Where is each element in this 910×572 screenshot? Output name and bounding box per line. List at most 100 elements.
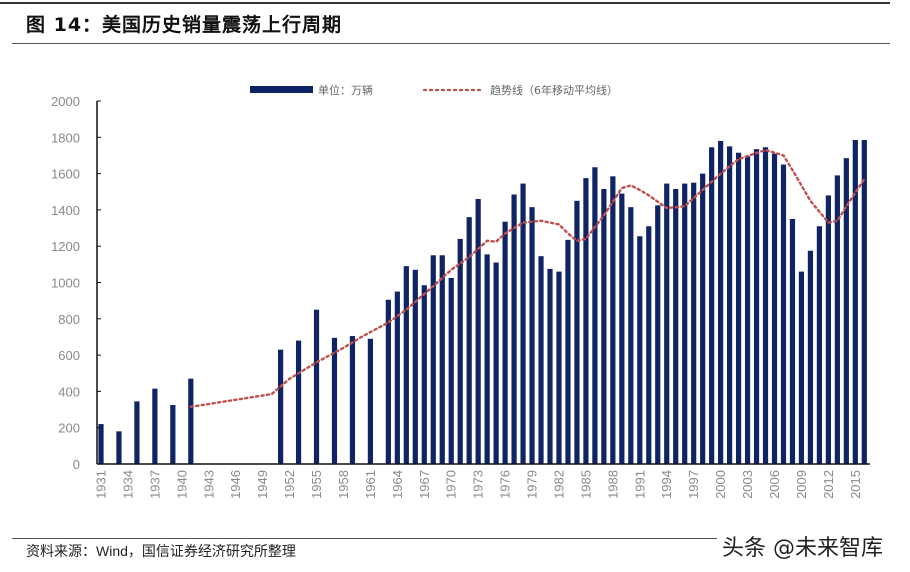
bar-1981 xyxy=(547,268,553,464)
bar-1987 xyxy=(601,189,607,464)
bar-2010 xyxy=(807,250,814,464)
x-tick-label: 1937 xyxy=(147,470,162,499)
y-tick-label: 1000 xyxy=(51,276,80,291)
bar-1991 xyxy=(637,236,643,464)
bar-1997 xyxy=(691,182,697,465)
bar-1980 xyxy=(538,256,544,464)
bar-2000 xyxy=(718,140,724,464)
bar-1931 xyxy=(98,424,104,464)
x-tick-label: 1952 xyxy=(282,470,297,499)
bar-1972 xyxy=(466,217,472,464)
bar-1977 xyxy=(511,194,517,464)
bar-1939 xyxy=(170,405,176,464)
bar-1984 xyxy=(574,200,580,464)
bar-1971 xyxy=(457,238,463,464)
bar-1979 xyxy=(529,207,535,465)
x-tick-label: 1940 xyxy=(174,470,189,499)
y-tick-label: 200 xyxy=(58,421,80,436)
bar-1955 xyxy=(313,309,320,464)
bar-1983 xyxy=(565,239,571,464)
bar-1963 xyxy=(385,299,391,464)
x-tick-label: 1949 xyxy=(255,470,270,499)
source-note: 资料来源：Wind，国信证券经济研究所整理 xyxy=(26,543,296,559)
bar-2008 xyxy=(789,218,796,464)
watermark: 头条 @未来智库 xyxy=(722,536,883,561)
bar-2006 xyxy=(771,153,778,464)
x-tick-label: 1958 xyxy=(336,470,351,499)
bar-1968 xyxy=(430,255,436,464)
x-tick-label: 1934 xyxy=(120,470,135,499)
x-tick-label: 1976 xyxy=(498,470,513,499)
y-tick-label: 800 xyxy=(58,312,80,327)
x-tick-label: 2009 xyxy=(794,470,809,499)
bar-1974 xyxy=(484,254,490,464)
x-tick-label: 1955 xyxy=(309,470,324,499)
bar-1935 xyxy=(134,401,140,464)
x-tick-label: 1997 xyxy=(686,470,701,499)
bar-1951 xyxy=(278,349,284,464)
y-tick-label: 1600 xyxy=(51,167,80,182)
footer-rule xyxy=(12,538,717,539)
legend-trend-label: 趋势线（6年移动平均线） xyxy=(490,83,618,97)
x-tick-label: 2003 xyxy=(740,470,755,499)
top-rule xyxy=(0,2,890,4)
y-tick-label: 1400 xyxy=(51,203,80,218)
x-tick-label: 1961 xyxy=(363,470,378,499)
x-tick-label: 1973 xyxy=(471,470,486,499)
bar-1970 xyxy=(448,277,454,464)
bar-1993 xyxy=(655,205,661,465)
bar-1992 xyxy=(646,226,652,464)
bar-2002 xyxy=(735,152,742,465)
x-tick-label: 1985 xyxy=(578,470,593,499)
x-tick-label: 2006 xyxy=(767,470,782,499)
bar-1933 xyxy=(116,431,122,464)
y-tick-label: 1800 xyxy=(51,130,80,145)
bar-1959 xyxy=(349,336,356,464)
x-tick-label: 1931 xyxy=(94,470,109,499)
x-tick-label: 1967 xyxy=(417,470,432,499)
bar-1967 xyxy=(421,285,427,464)
y-tick-label: 2000 xyxy=(51,94,80,109)
bar-2013 xyxy=(834,175,840,465)
title-rule xyxy=(12,43,890,44)
bar-1989 xyxy=(619,193,625,464)
bar-2005 xyxy=(762,147,769,464)
x-tick-label: 1946 xyxy=(228,470,243,499)
bar-2011 xyxy=(816,226,822,464)
bar-1976 xyxy=(502,221,508,464)
legend-bar-swatch xyxy=(250,86,313,93)
bar-1998 xyxy=(700,173,706,464)
bar-2004 xyxy=(753,149,760,464)
bar-1953 xyxy=(295,340,302,464)
bar-1996 xyxy=(682,183,688,464)
bar-1957 xyxy=(331,337,338,464)
x-tick-label: 1979 xyxy=(525,470,540,499)
x-tick-label: 2015 xyxy=(848,470,863,499)
x-tick-label: 1970 xyxy=(444,470,459,499)
x-tick-label: 1994 xyxy=(659,470,674,499)
figure-title: 图 14：美国历史销量震荡上行周期 xyxy=(26,14,343,36)
bar-2001 xyxy=(727,146,733,464)
bar-1988 xyxy=(610,176,616,464)
bar-1964 xyxy=(394,291,400,464)
bar-2016 xyxy=(861,140,867,464)
bar-1941 xyxy=(188,378,194,464)
bar-1995 xyxy=(673,189,679,464)
bar-2015 xyxy=(852,140,858,464)
bar-1978 xyxy=(520,183,526,464)
bar-1985 xyxy=(583,178,589,464)
y-tick-label: 600 xyxy=(58,348,80,363)
bar-1966 xyxy=(412,269,418,464)
bar-1961 xyxy=(367,338,373,464)
bar-2014 xyxy=(843,158,849,465)
x-tick-label: 2000 xyxy=(713,470,728,499)
bar-2003 xyxy=(744,156,751,465)
bar-1973 xyxy=(475,199,481,464)
trend-line xyxy=(189,148,866,409)
bar-1969 xyxy=(439,255,445,464)
x-tick-label: 1988 xyxy=(605,470,620,499)
x-tick-label: 1991 xyxy=(632,470,647,499)
bar-1982 xyxy=(556,271,562,464)
y-tick-label: 1200 xyxy=(51,239,80,254)
